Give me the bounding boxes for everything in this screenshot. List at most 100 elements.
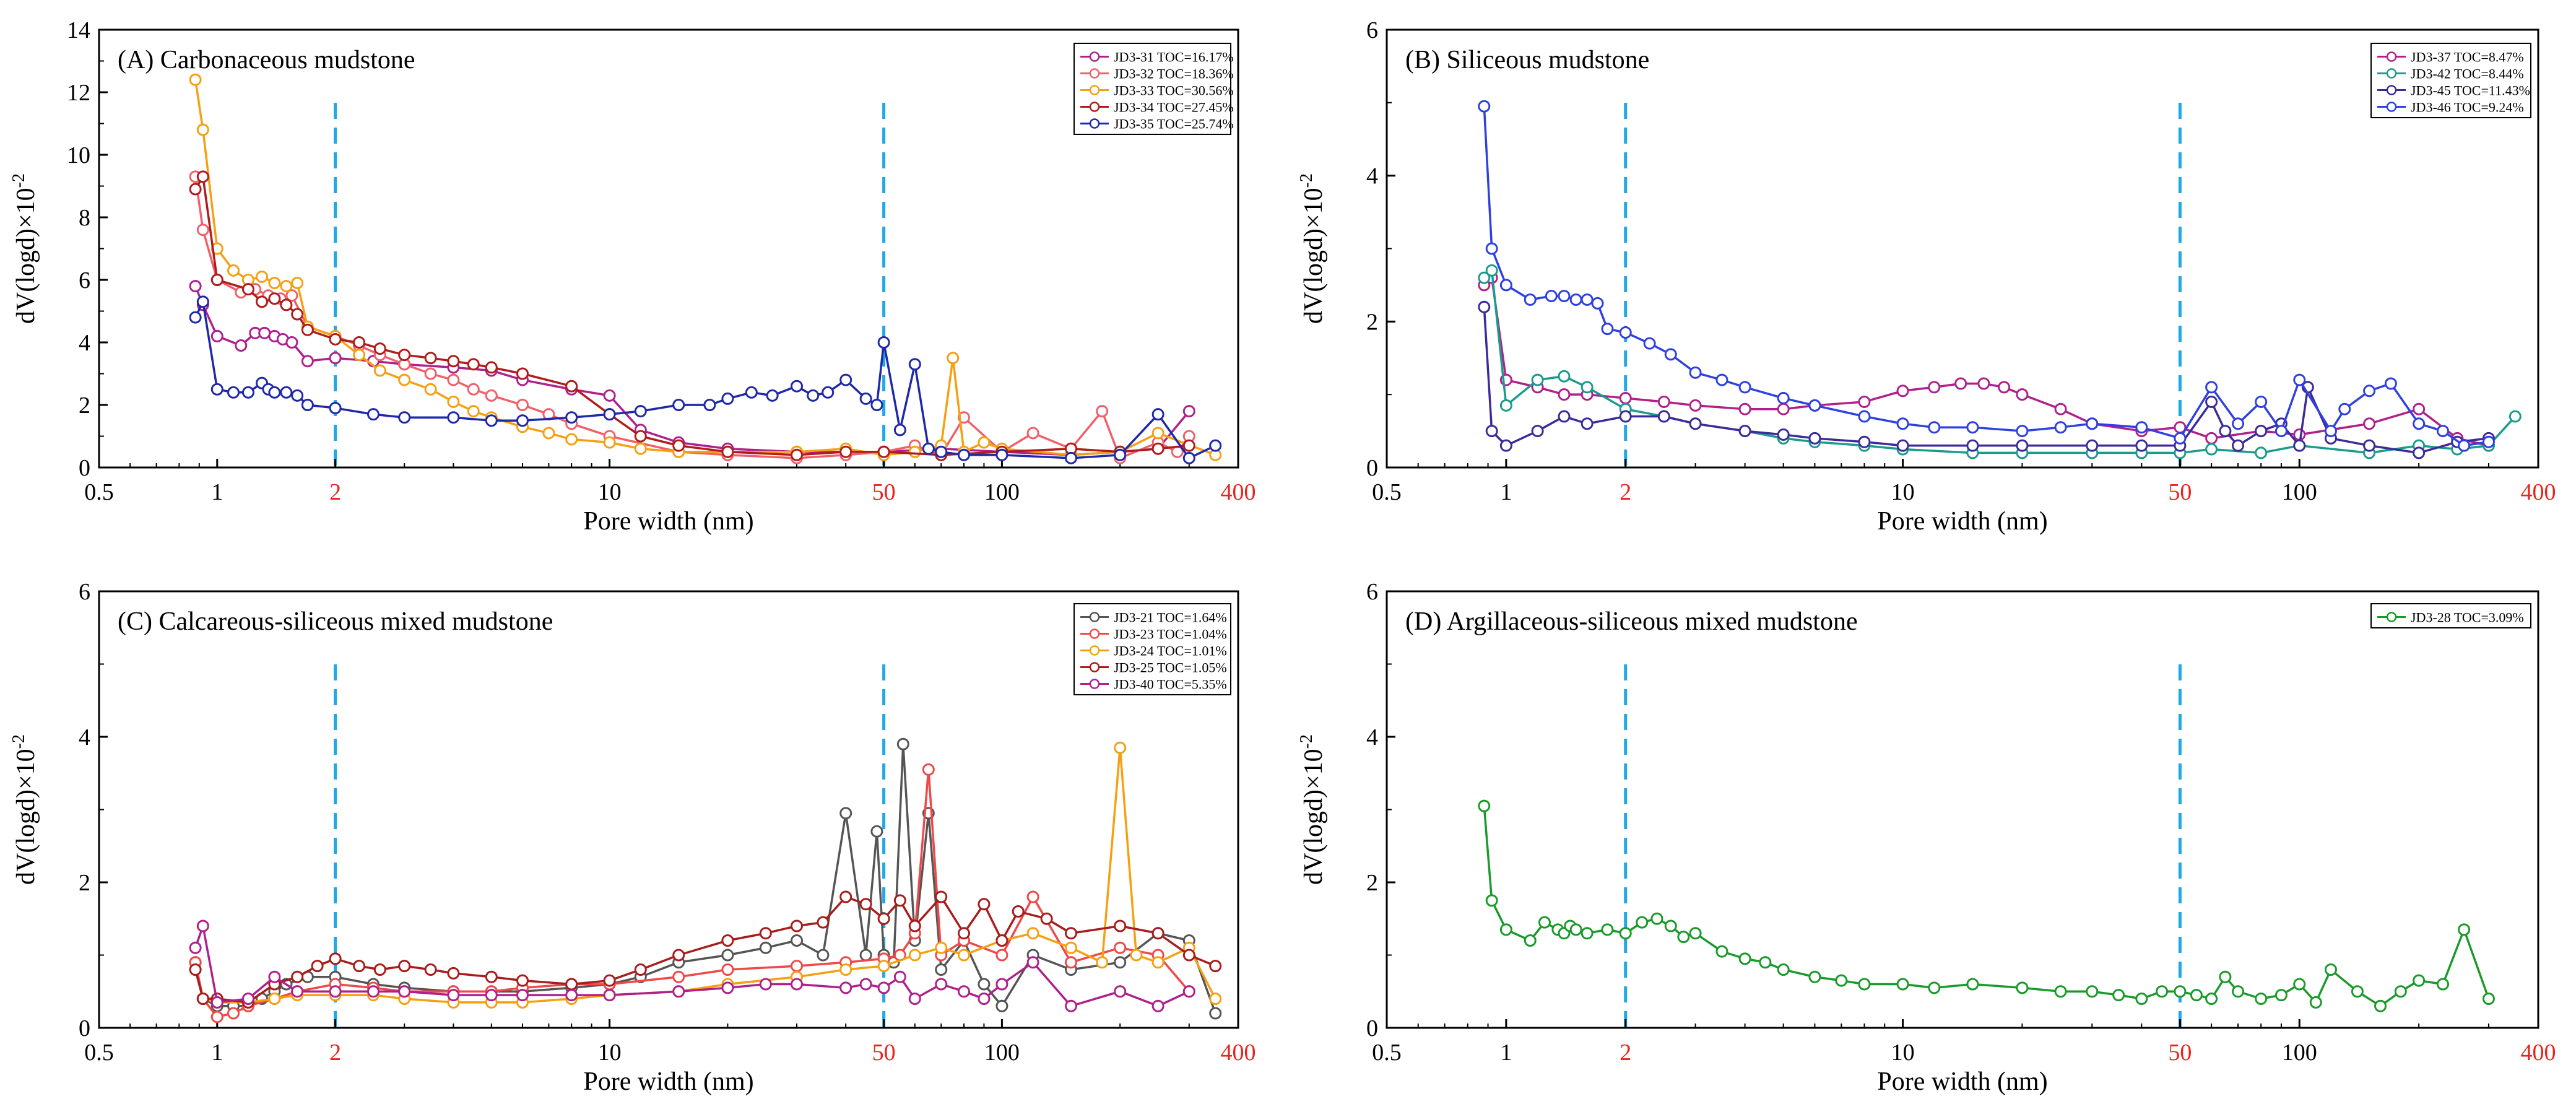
data-point	[935, 941, 948, 954]
data-point	[672, 439, 685, 452]
data-point	[2324, 963, 2337, 976]
data-point	[1643, 337, 1656, 350]
series-0	[189, 280, 1195, 461]
data-point	[957, 448, 970, 461]
data-point	[2255, 993, 2268, 1005]
data-point	[2174, 432, 2187, 445]
data-point	[301, 355, 314, 368]
series-line	[194, 298, 1216, 460]
data-point	[280, 298, 293, 311]
data-point	[721, 949, 734, 962]
data-point	[1896, 978, 1909, 991]
legend-marker	[1089, 51, 1100, 62]
data-point	[2413, 402, 2426, 415]
legend-marker	[2386, 68, 2397, 79]
legend-label: JD3-21 TOC=1.64%	[1114, 610, 1227, 625]
data-point	[1151, 927, 1164, 940]
data-point	[424, 352, 437, 365]
x-tick-label: 100	[2282, 1040, 2317, 1066]
data-point	[807, 389, 820, 402]
data-point	[329, 952, 342, 965]
data-point	[759, 941, 772, 954]
data-point	[2293, 373, 2306, 386]
legend-label: JD3-23 TOC=1.04%	[1114, 627, 1227, 642]
data-point	[2413, 446, 2426, 459]
y-tick-label: 14	[67, 17, 90, 43]
data-point	[721, 392, 734, 405]
data-point	[877, 981, 890, 994]
data-point	[859, 392, 872, 405]
x-tick-label: 50	[2168, 479, 2192, 505]
data-point	[1026, 890, 1039, 903]
data-point	[516, 974, 529, 987]
data-point	[603, 436, 616, 449]
data-point	[1065, 941, 1078, 954]
data-point	[565, 380, 578, 393]
data-point	[1558, 410, 1571, 423]
data-point	[1581, 381, 1594, 394]
x-tick-label: 1	[211, 1040, 223, 1066]
data-point	[189, 963, 202, 976]
data-point	[978, 898, 991, 911]
data-point	[447, 355, 460, 368]
series-line	[194, 173, 1189, 456]
data-point	[908, 919, 921, 932]
data-point	[2232, 417, 2245, 430]
data-point	[1689, 366, 1702, 379]
data-point	[2054, 421, 2067, 434]
series-0	[1478, 271, 2495, 452]
series-0	[1478, 799, 2495, 1012]
data-point	[467, 383, 480, 396]
data-point	[978, 993, 991, 1005]
data-point	[1619, 927, 1632, 940]
panel-title: (A) Carbonaceous mudstone	[118, 46, 415, 74]
data-point	[280, 280, 293, 293]
x-tick-label: 0.5	[1372, 479, 1402, 505]
data-point	[291, 389, 304, 402]
data-point	[367, 985, 380, 998]
data-point	[196, 224, 209, 237]
data-point	[839, 807, 852, 820]
data-point	[1777, 402, 1790, 415]
data-point	[893, 424, 906, 437]
data-point	[1636, 916, 1649, 929]
y-axis-label: dV(logd)×10-2	[1297, 173, 1328, 324]
data-point	[2374, 999, 2387, 1012]
data-point	[1209, 439, 1222, 452]
data-point	[791, 960, 804, 973]
data-point	[189, 183, 202, 196]
x-tick-label: 0.5	[84, 479, 114, 505]
legend: JD3-31 TOC=16.17%JD3-32 TOC=18.36%JD3-33…	[1073, 43, 1234, 135]
data-point	[822, 386, 835, 399]
data-point	[2232, 439, 2245, 452]
data-point	[995, 934, 1008, 947]
data-point	[1966, 978, 1979, 991]
data-point	[1928, 981, 1941, 994]
data-point	[1738, 381, 1751, 394]
y-tick-label: 10	[67, 142, 90, 168]
data-point	[791, 919, 804, 932]
data-point	[957, 411, 970, 424]
x-tick-label: 100	[984, 1040, 1020, 1066]
data-point	[258, 326, 271, 339]
data-point	[1777, 963, 1790, 976]
data-point	[1130, 949, 1143, 962]
x-axis-label: Pore width (nm)	[583, 1067, 753, 1096]
legend-label: JD3-40 TOC=5.35%	[1114, 677, 1227, 692]
data-point	[373, 963, 386, 976]
y-tick-label: 4	[1366, 163, 1378, 189]
legend-marker	[1089, 68, 1100, 79]
data-point	[467, 358, 480, 371]
x-tick-label: 400	[2521, 1040, 2556, 1066]
data-point	[745, 386, 758, 399]
data-point	[1478, 799, 1491, 812]
series-line	[194, 769, 1190, 1019]
data-point	[1619, 392, 1632, 405]
data-point	[721, 963, 734, 976]
data-point	[2363, 439, 2376, 452]
series-line	[194, 176, 1190, 460]
data-point	[791, 380, 804, 393]
data-point	[957, 949, 970, 962]
data-point	[227, 264, 240, 277]
